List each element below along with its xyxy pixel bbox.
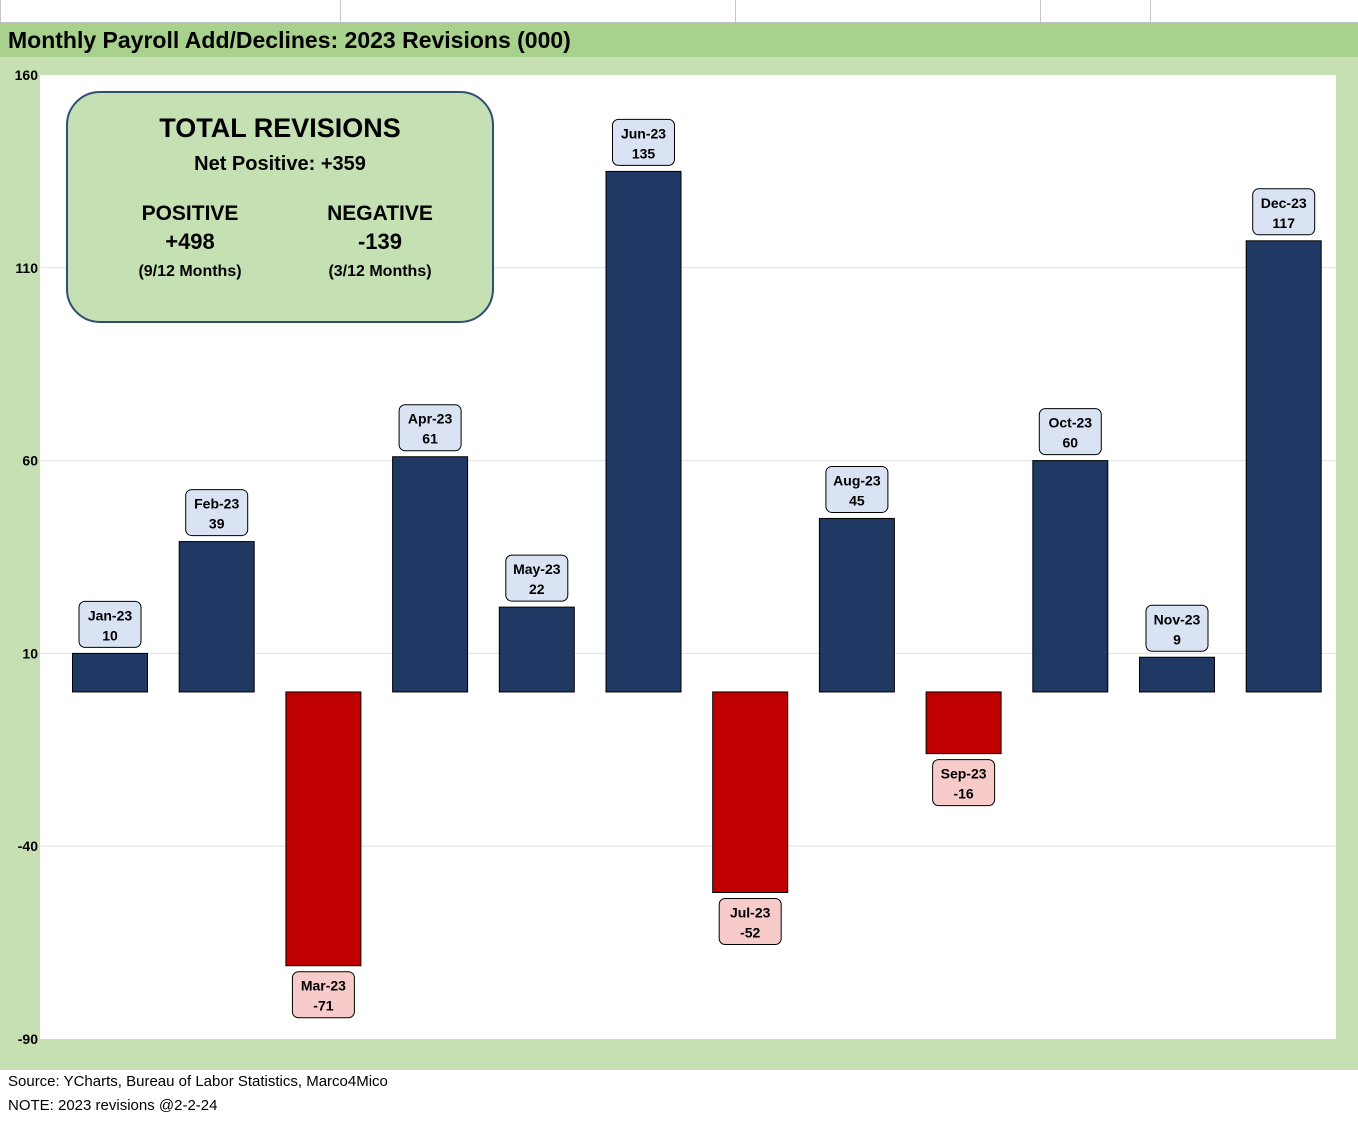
sheet-gridline bbox=[735, 0, 736, 22]
category-label: Jan-23 bbox=[88, 607, 133, 623]
data-label: 45 bbox=[849, 492, 865, 508]
category-label: Feb-23 bbox=[194, 496, 239, 512]
category-label: Mar-23 bbox=[301, 978, 346, 994]
data-label-box bbox=[398, 404, 462, 452]
data-label: 60 bbox=[1063, 435, 1079, 451]
negative-value: -139 bbox=[357, 229, 403, 254]
data-label-box bbox=[291, 971, 355, 1019]
data-label-box bbox=[718, 897, 782, 945]
bar bbox=[178, 541, 255, 693]
data-label: -71 bbox=[313, 998, 333, 1014]
summary-title: TOTAL REVISIONS bbox=[159, 113, 401, 143]
category-label: Oct-23 bbox=[1049, 415, 1093, 431]
sheet-gridline bbox=[1150, 0, 1151, 22]
data-label-box bbox=[78, 600, 142, 648]
data-label: 9 bbox=[1173, 631, 1181, 647]
category-label: Dec-23 bbox=[1261, 195, 1307, 211]
bar bbox=[498, 606, 575, 693]
category-label: Apr-23 bbox=[408, 411, 453, 427]
summary-negative: NEGATIVE -139 (3/12 Months) bbox=[290, 201, 470, 287]
y-tick-label: -90 bbox=[18, 1031, 38, 1047]
positive-label: POSITIVE bbox=[141, 202, 239, 225]
sheet-gridline bbox=[1040, 0, 1041, 22]
sheet-gridline bbox=[340, 0, 341, 22]
bar bbox=[925, 691, 1002, 755]
data-label-box bbox=[1252, 188, 1316, 236]
data-label: 22 bbox=[529, 581, 545, 597]
data-label: 135 bbox=[632, 145, 656, 161]
negative-label: NEGATIVE bbox=[327, 202, 433, 225]
category-label: Jun-23 bbox=[621, 125, 666, 141]
data-label: 10 bbox=[102, 627, 118, 643]
category-label: Jul-23 bbox=[730, 904, 771, 920]
data-label: 39 bbox=[209, 516, 225, 532]
y-tick-label: 160 bbox=[15, 67, 39, 83]
bar bbox=[392, 456, 469, 693]
bar bbox=[1032, 460, 1109, 693]
bar bbox=[1245, 240, 1322, 693]
chart-title: Monthly Payroll Add/Declines: 2023 Revis… bbox=[8, 27, 571, 53]
category-label: Sep-23 bbox=[941, 766, 987, 782]
bar bbox=[72, 652, 148, 693]
bar bbox=[1139, 656, 1215, 693]
summary-positive: POSITIVE +498 (9/12 Months) bbox=[100, 201, 280, 287]
total-revisions-box: TOTAL REVISIONS Net Positive: +359 POSIT… bbox=[66, 91, 494, 323]
bar bbox=[818, 517, 895, 693]
summary-net: Net Positive: +359 bbox=[194, 153, 366, 175]
data-label-box bbox=[185, 489, 249, 537]
category-label: Nov-23 bbox=[1154, 611, 1201, 627]
category-label: Aug-23 bbox=[833, 472, 881, 488]
bar bbox=[285, 691, 362, 967]
y-tick-label: 110 bbox=[15, 260, 38, 276]
y-tick-label: -40 bbox=[18, 838, 38, 854]
data-label-box bbox=[1145, 604, 1209, 652]
data-label-box bbox=[825, 465, 889, 513]
category-label: May-23 bbox=[513, 561, 561, 577]
data-label-box bbox=[505, 554, 569, 602]
positive-value: +498 bbox=[165, 229, 215, 254]
revision-note: NOTE: 2023 revisions @2-2-24 bbox=[8, 1097, 218, 1114]
data-label: 61 bbox=[422, 431, 438, 447]
data-label: -16 bbox=[953, 786, 973, 802]
y-tick-label: 60 bbox=[22, 453, 38, 469]
bar bbox=[605, 170, 682, 693]
y-tick-label: 10 bbox=[22, 645, 38, 661]
bar bbox=[712, 691, 789, 893]
positive-months: (9/12 Months) bbox=[138, 263, 242, 280]
data-label-box bbox=[932, 759, 996, 807]
data-label-box bbox=[612, 118, 675, 166]
sheet-gridline bbox=[0, 0, 1, 22]
data-label-box bbox=[1038, 408, 1102, 456]
data-label: -52 bbox=[740, 924, 760, 940]
negative-months: (3/12 Months) bbox=[328, 263, 432, 280]
source-note: Source: YCharts, Bureau of Labor Statist… bbox=[8, 1073, 388, 1090]
data-label: 117 bbox=[1272, 215, 1295, 231]
